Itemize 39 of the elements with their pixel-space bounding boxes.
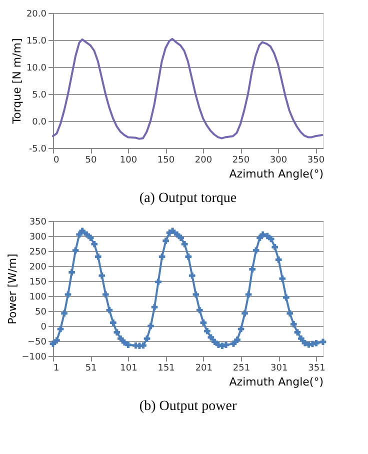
text: (a) Output torque [139,191,237,206]
x-axis-title: Azimuth Angle(°) [229,376,324,388]
x-tick-label: 351 [308,364,326,374]
x-tick-label: 251 [232,364,250,374]
y-axis-title: Power [W/m] [6,254,19,324]
y-tick-label: 350 [29,218,47,228]
y-tick-label: 10.0 [26,64,47,74]
x-tick-label: 1 [54,364,60,374]
y-tick-label: −100 [22,352,47,362]
x-tick-label: 200 [194,156,212,166]
x-tick-label: 201 [195,364,213,374]
x-tick-label: 350 [307,156,325,166]
y-tick-label: 150 [29,278,47,288]
x-tick-label: 51 [85,364,97,374]
x-tick-label: 50 [85,156,97,166]
y-tick-label: 0 [40,322,47,332]
y-tick-label: -5.0 [28,144,47,154]
y-tick-label: 100 [29,292,47,302]
y-tick-label: 50 [35,308,47,318]
x-tick-label: 300 [270,156,288,166]
y-tick-label: 0.0 [32,118,47,128]
y-tick-label: 200 [29,262,47,272]
text: (b) Output power [139,399,237,414]
y-tick-label: 5.0 [32,90,47,100]
x-tick-label: 0 [54,156,60,166]
y-tick-label: 250 [29,248,47,258]
x-tick-label: 151 [158,364,175,374]
x-tick-label: 100 [120,156,138,166]
y-tick-label: −50 [28,338,47,348]
y-axis-title: Torque [N m/m] [10,38,24,125]
y-tick-label: 20.0 [26,10,47,20]
line-series [52,38,324,140]
x-tick-label: 101 [120,364,138,374]
x-axis-title: Azimuth Angle(°) [229,168,324,180]
x-tick-label: 250 [232,156,250,166]
y-tick-label: 15.0 [26,36,47,46]
y-tick-label: 300 [29,232,47,242]
x-tick-label: 301 [270,364,288,374]
x-tick-label: 150 [157,156,175,166]
